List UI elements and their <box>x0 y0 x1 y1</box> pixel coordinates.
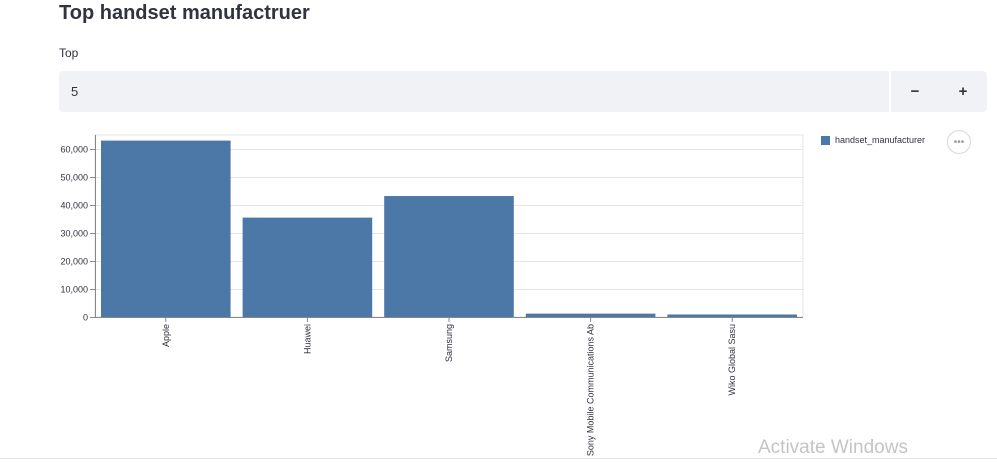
decrement-button[interactable]: − <box>910 83 920 100</box>
x-tick-label: Wiko Global Sasu <box>727 324 737 396</box>
legend-swatch <box>821 135 830 145</box>
bar-samsung <box>384 196 514 317</box>
bar-huawei <box>242 217 373 317</box>
top-number-field[interactable]: 5 <box>59 71 891 112</box>
chart-legend[interactable]: handset_manufacturer <box>821 135 925 145</box>
y-tick-label: 40,000 <box>60 201 88 211</box>
bar-apple <box>101 140 231 317</box>
page-title: Top handset manufactruer <box>59 2 310 24</box>
bar-wiko-global-sasu <box>667 314 797 317</box>
legend-label: handset_manufacturer <box>835 135 926 145</box>
axis-layer: 0 10,000 20,000 30,000 40,000 50,000 60,000 App… <box>60 135 803 456</box>
top-input-label: Top <box>59 46 79 60</box>
bar-sony-mobile-communications-ab <box>525 313 656 317</box>
top-number-input: 5 − + <box>59 71 987 112</box>
ellipsis-icon[interactable]: ••• <box>947 130 971 154</box>
bottom-divider <box>0 458 997 459</box>
y-tick-label: 20,000 <box>60 257 88 267</box>
y-tick-label: 10,000 <box>60 285 88 295</box>
x-tick-label: Samsung <box>444 324 454 362</box>
bar-layer <box>101 140 797 317</box>
y-tick-label: 50,000 <box>60 173 88 183</box>
x-tick-label: Apple <box>161 324 171 347</box>
y-tick-label: 60,000 <box>60 145 88 155</box>
x-tick-label: Huawei <box>302 324 312 354</box>
x-tick-label: Sony Mobile Communications Ab <box>586 324 596 456</box>
y-tick-label: 0 <box>83 313 88 323</box>
bar-chart: 0 10,000 20,000 30,000 40,000 50,000 60,000 App… <box>60 134 804 456</box>
increment-button[interactable]: + <box>958 83 968 100</box>
activate-windows-watermark: Activate Windows <box>758 437 908 458</box>
y-tick-label: 30,000 <box>60 229 88 239</box>
